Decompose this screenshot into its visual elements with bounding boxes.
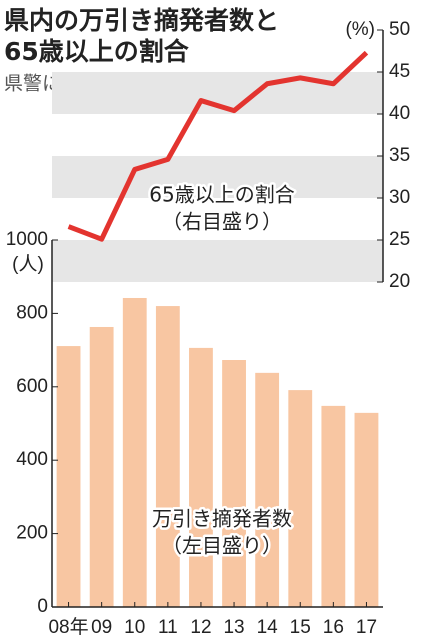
bar — [155, 306, 180, 607]
x-tick-label: 12 — [190, 617, 211, 638]
grid-band — [52, 240, 383, 282]
y2-tick-label: 30 — [389, 187, 410, 208]
y2-tick-label: 35 — [389, 145, 410, 166]
y2-axis-label: (%) — [345, 19, 375, 40]
x-tick-label: 09 — [91, 617, 112, 638]
y2-tick-label: 25 — [389, 229, 410, 250]
y2-tick-label: 50 — [389, 19, 410, 40]
bar — [255, 372, 280, 607]
bar — [321, 405, 346, 607]
series-label: 万引き摘発者数 — [152, 507, 292, 531]
y-tick-label: 800 — [16, 302, 48, 323]
bar — [354, 412, 379, 607]
x-tick-label: 15 — [290, 617, 311, 638]
series-note: （左目盛り） — [162, 534, 282, 558]
chart-title: 県内の万引き摘発者数と — [4, 6, 279, 35]
y-tick-label: 400 — [16, 449, 48, 470]
bar — [56, 346, 81, 607]
y2-tick-label: 45 — [389, 61, 410, 82]
x-tick-label: 16 — [323, 617, 344, 638]
bar — [122, 297, 147, 607]
y2-tick-label: 40 — [389, 103, 410, 124]
x-tick-label: 10 — [124, 617, 145, 638]
y-tick-label: 1000 — [6, 229, 48, 250]
chart-title: 65歳以上の割合 — [4, 37, 190, 66]
y-axis-label: (人) — [12, 253, 44, 275]
bar — [189, 347, 213, 607]
x-tick-label: 13 — [223, 617, 244, 638]
y-tick-label: 200 — [16, 523, 48, 544]
series-note: （右目盛り） — [162, 210, 282, 234]
bar — [222, 360, 246, 607]
bar — [89, 326, 114, 607]
series-label: 65歳以上の割合 — [149, 183, 294, 207]
y-tick-label: 0 — [37, 596, 48, 617]
bar — [288, 390, 313, 607]
x-tick-label: 17 — [356, 617, 377, 638]
grid-band — [52, 156, 383, 198]
y-tick-label: 600 — [16, 376, 48, 397]
line — [67, 50, 369, 242]
x-tick-label: 11 — [158, 617, 178, 638]
y2-tick-label: 20 — [389, 271, 410, 292]
x-tick-label: 14 — [257, 617, 279, 638]
x-tick-label: 08年 — [48, 616, 88, 638]
